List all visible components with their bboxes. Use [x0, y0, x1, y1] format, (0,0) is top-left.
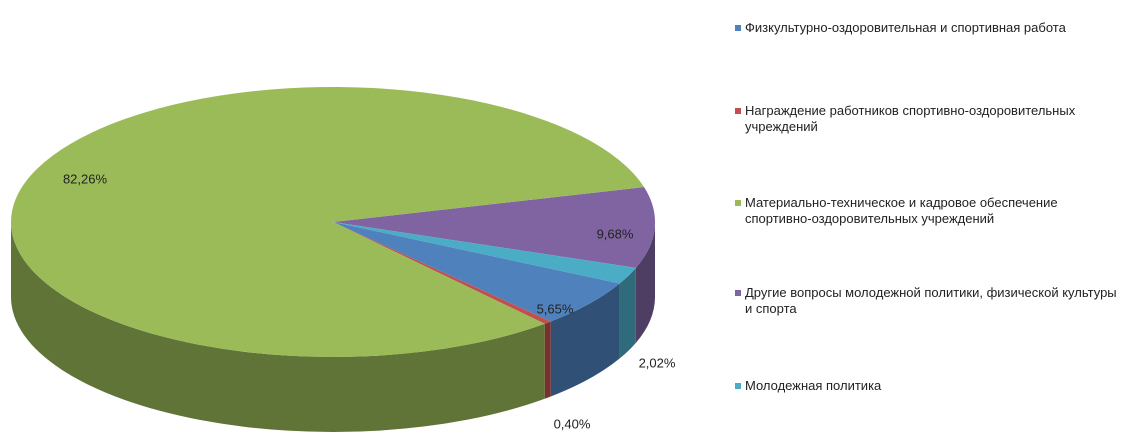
- slice: [333, 222, 551, 324]
- legend-swatch: [735, 383, 741, 389]
- legend-swatch: [735, 290, 741, 296]
- slice-side: [544, 321, 551, 399]
- legend-label: Другие вопросы молодежной политики, физи…: [745, 285, 1117, 316]
- legend-item: Другие вопросы молодежной политики, физи…: [735, 285, 1125, 317]
- data-label: 0,40%: [554, 416, 591, 431]
- slice: [11, 86, 645, 357]
- data-label: 82,26%: [63, 171, 108, 186]
- legend-label: Награждение работников спортивно-оздоров…: [745, 103, 1076, 134]
- legend-swatch: [735, 200, 741, 206]
- legend-swatch: [735, 25, 741, 31]
- data-label: 5,65%: [537, 301, 574, 316]
- legend-item: Материально-техническое и кадровое обесп…: [735, 195, 1125, 227]
- slice-side: [10, 222, 545, 433]
- slice: [333, 187, 655, 268]
- slice: [333, 222, 636, 284]
- slice-side: [619, 267, 636, 359]
- slice: [333, 222, 620, 322]
- data-label: 2,02%: [639, 355, 676, 370]
- legend-label: Материально-техническое и кадровое обесп…: [745, 195, 1058, 226]
- slice-side: [550, 283, 620, 397]
- legend-item: Награждение работников спортивно-оздоров…: [735, 103, 1125, 135]
- legend-item: Физкультурно-оздоровительная и спортивна…: [735, 20, 1125, 36]
- chart: 5,65% 0,40% 82,26% 9,68% 2,02%: [10, 86, 676, 433]
- legend-swatch: [735, 108, 741, 114]
- slice-side: [635, 222, 655, 343]
- legend-label: Молодежная политика: [745, 378, 882, 393]
- legend-label: Физкультурно-оздоровительная и спортивна…: [745, 20, 1066, 35]
- data-label: 9,68%: [597, 226, 634, 241]
- legend-item: Молодежная политика: [735, 378, 1125, 394]
